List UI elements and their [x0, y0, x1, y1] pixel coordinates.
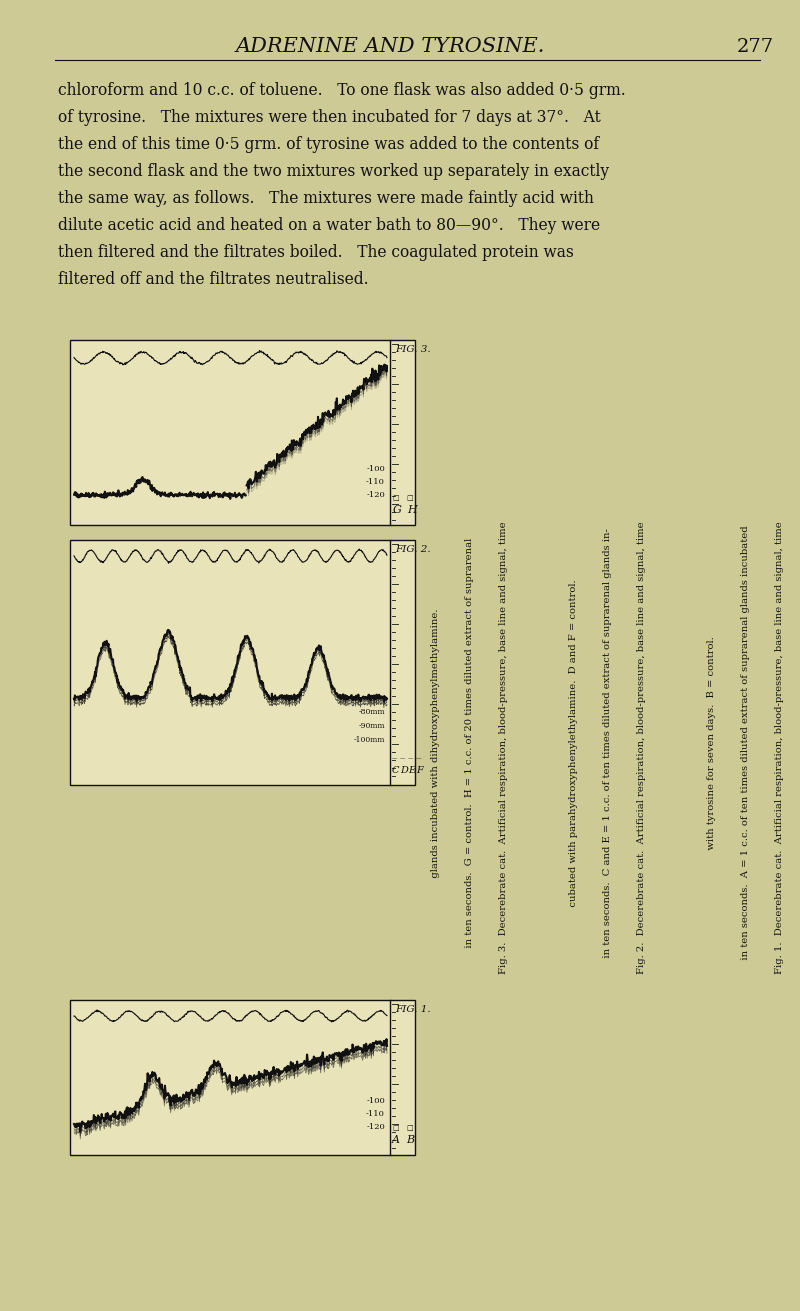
Text: filtered off and the filtrates neutralised.: filtered off and the filtrates neutralis…	[58, 271, 369, 288]
Text: B: B	[406, 1135, 414, 1145]
Text: H: H	[407, 505, 417, 515]
Text: A: A	[392, 1135, 400, 1145]
Text: □: □	[406, 496, 413, 501]
Text: glands incubated with dihydroxyphenylmethylamine.: glands incubated with dihydroxyphenylmet…	[430, 608, 439, 886]
Text: D: D	[400, 766, 408, 775]
Text: FIG. 2.: FIG. 2.	[395, 545, 430, 555]
Text: cubated with parahydroxyphenylethylamine.  D and F = control.: cubated with parahydroxyphenylethylamine…	[569, 579, 578, 916]
Text: in ten seconds.  C and E = 1 c.c. of ten times diluted extract of suprarenal gla: in ten seconds. C and E = 1 c.c. of ten …	[603, 528, 612, 968]
Text: -120: -120	[366, 492, 385, 499]
Text: the end of this time 0·5 grm. of tyrosine was added to the contents of: the end of this time 0·5 grm. of tyrosin…	[58, 136, 599, 153]
Text: -110: -110	[366, 479, 385, 486]
Text: with tyrosine for seven days.  B = control.: with tyrosine for seven days. B = contro…	[706, 636, 715, 859]
Text: chloroform and 10 c.c. of toluene.   To one flask was also added 0·5 grm.: chloroform and 10 c.c. of toluene. To on…	[58, 83, 626, 100]
Text: —: —	[416, 756, 422, 760]
Text: 277: 277	[737, 38, 774, 56]
Text: -100mm: -100mm	[354, 735, 385, 745]
Text: -100: -100	[366, 1097, 385, 1105]
Text: F: F	[416, 766, 422, 775]
Text: then filtered and the filtrates boiled.   The coagulated protein was: then filtered and the filtrates boiled. …	[58, 244, 574, 261]
Text: -90mm: -90mm	[358, 722, 385, 730]
Text: -110: -110	[366, 1110, 385, 1118]
Text: ADRENINE AND TYROSINE.: ADRENINE AND TYROSINE.	[235, 38, 545, 56]
Bar	[70, 340, 415, 524]
Text: G: G	[393, 505, 402, 515]
Text: of tyrosine.   The mixtures were then incubated for 7 days at 37°.   At: of tyrosine. The mixtures were then incu…	[58, 109, 601, 126]
Text: FIG. 1.: FIG. 1.	[395, 1006, 430, 1013]
Text: —: —	[400, 756, 406, 760]
Text: the second flask and the two mixtures worked up separately in exactly: the second flask and the two mixtures wo…	[58, 163, 609, 180]
Text: □: □	[392, 496, 398, 501]
Text: -120: -120	[366, 1124, 385, 1131]
Text: FIG. 3.: FIG. 3.	[395, 345, 430, 354]
Text: the same way, as follows.   The mixtures were made faintly acid with: the same way, as follows. The mixtures w…	[58, 190, 594, 207]
Text: C: C	[392, 766, 399, 775]
Text: -80mm: -80mm	[358, 708, 385, 716]
Text: —: —	[408, 756, 414, 760]
Text: dilute acetic acid and heated on a water bath to 80—90°.   They were: dilute acetic acid and heated on a water…	[58, 218, 600, 233]
Text: □: □	[392, 1125, 398, 1131]
Text: -100: -100	[366, 465, 385, 473]
Bar	[70, 1000, 415, 1155]
Text: Fig. 2.  Decerebrate cat.  Artificial respiration, blood-pressure, base line and: Fig. 2. Decerebrate cat. Artificial resp…	[638, 522, 646, 974]
Text: Fig. 3.  Decerebrate cat.  Artificial respiration, blood-pressure, base line and: Fig. 3. Decerebrate cat. Artificial resp…	[499, 522, 509, 974]
Text: in ten seconds.  G = control.  H = 1 c.c. of 20 times diluted extract of suprare: in ten seconds. G = control. H = 1 c.c. …	[465, 538, 474, 957]
Text: □: □	[406, 1125, 413, 1131]
Text: —: —	[392, 756, 398, 760]
Text: Fig. 1.  Decerebrate cat.  Artificial respiration, blood-pressure, base line and: Fig. 1. Decerebrate cat. Artificial resp…	[775, 522, 785, 974]
Text: E: E	[408, 766, 415, 775]
Text: in ten seconds.  A = 1 c.c. of ten times diluted extract of suprarenal glands in: in ten seconds. A = 1 c.c. of ten times …	[741, 526, 750, 969]
Bar	[70, 540, 415, 785]
